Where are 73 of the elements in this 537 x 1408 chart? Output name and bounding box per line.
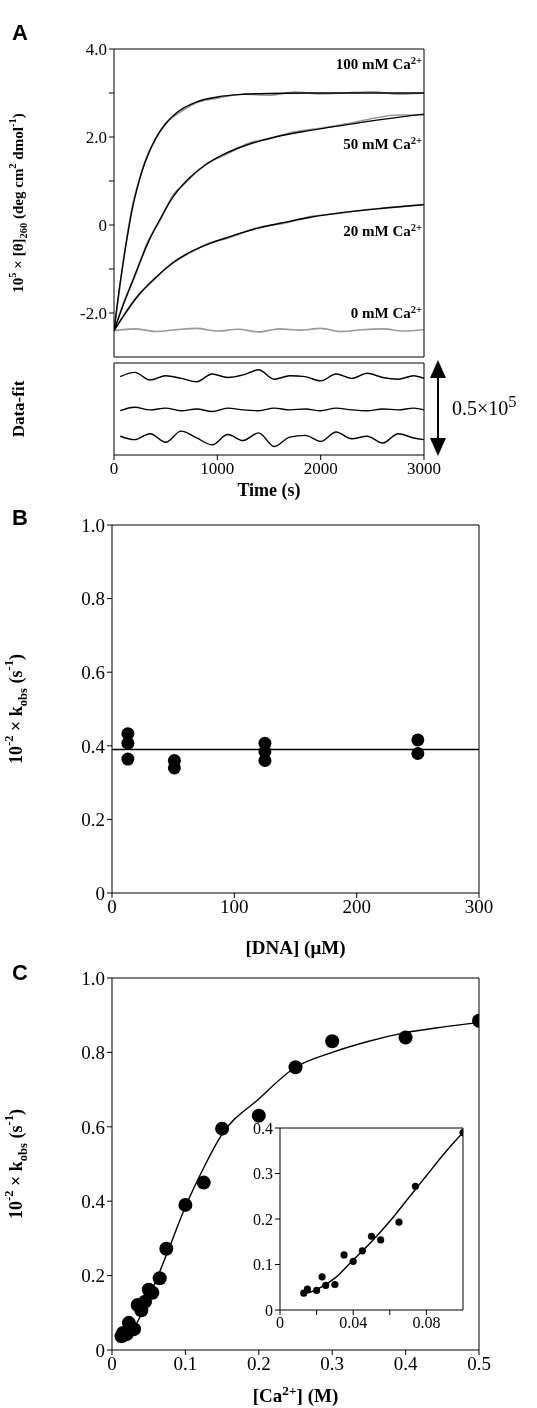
x-axis-title: [Ca$^{2+}$] (M) (252, 1382, 339, 1407)
point (196, 1175, 211, 1190)
point (288, 1060, 303, 1075)
point (411, 733, 425, 747)
point (325, 1034, 340, 1049)
point (395, 1218, 403, 1226)
series-label: 50 mM Ca$^{2+}$ (343, 134, 423, 152)
x-tick-label: 100 (220, 896, 249, 918)
x-tick-label: 300 (464, 896, 494, 918)
y-tick-label: 0 (95, 1339, 105, 1361)
y-tick-label: 0.6 (81, 661, 105, 683)
point (331, 1280, 339, 1289)
chart-title: A (12, 20, 28, 46)
point (313, 1286, 321, 1295)
point (121, 752, 135, 766)
point (411, 1182, 420, 1190)
point (121, 736, 135, 750)
y-tick-label: 0 (95, 882, 105, 904)
point (411, 747, 425, 761)
point (318, 1273, 326, 1281)
y-tick-label: 2.0 (85, 128, 107, 148)
x-tick-label: 0.08 (412, 1314, 441, 1332)
y-tick-label: 0.2 (253, 1210, 273, 1228)
y-tick-label: 0.6 (81, 1116, 105, 1138)
y-tick-label: 0.3 (253, 1165, 273, 1183)
series-label: 0 mM Ca$^{2+}$ (350, 303, 423, 321)
point (138, 1294, 153, 1309)
point (152, 1271, 167, 1286)
y-tick-label: 0.2 (81, 1265, 105, 1287)
point (251, 1108, 266, 1123)
point (377, 1236, 385, 1244)
y-tick-label: 1.0 (81, 967, 105, 989)
x-tick-label: 0.4 (393, 1353, 418, 1375)
y-tick-label: -2.0 (80, 304, 107, 324)
chart-title: C (12, 960, 28, 986)
y-tick-label: 1.0 (81, 514, 105, 536)
y-tick-label: 0.8 (81, 588, 105, 610)
point (159, 1241, 174, 1256)
y-tick-label: 0.2 (81, 809, 105, 831)
series-label: 20 mM Ca$^{2+}$ (343, 221, 423, 240)
x-tick-label: 200 (342, 896, 371, 918)
x-tick-label: 0.04 (339, 1314, 368, 1332)
x-axis-title: [DNA] (μM) (245, 937, 346, 959)
y-axis-title: Data-fit (8, 380, 28, 438)
series-label: 100 mM Ca$^{2+}$ (335, 54, 423, 72)
point (215, 1121, 230, 1136)
y-tick-label: 0.4 (81, 1190, 106, 1212)
point (322, 1281, 330, 1290)
x-tick-label: 0.1 (173, 1353, 198, 1375)
y-tick-label: 0.4 (253, 1119, 273, 1137)
point (340, 1251, 348, 1259)
point (398, 1030, 413, 1045)
y-tick-label: 0 (265, 1301, 273, 1319)
point (303, 1285, 312, 1293)
y-tick-label: 4.0 (85, 40, 107, 60)
text: 0.5×10$^{5}$ (452, 392, 517, 420)
y-tick-label: 0.4 (81, 735, 106, 757)
x-tick-label: 0 (276, 1314, 284, 1332)
x-tick-label: 0.5 (467, 1353, 491, 1375)
point (367, 1232, 376, 1240)
point (349, 1257, 357, 1265)
point (258, 754, 272, 768)
x-tick-label: 0.3 (320, 1353, 345, 1375)
y-tick-label: 0 (98, 216, 107, 236)
x-axis-title: Time (s) (237, 480, 301, 501)
point (358, 1247, 366, 1255)
y-tick-label: 0.1 (253, 1256, 273, 1274)
x-tick-label: 2000 (303, 459, 338, 479)
x-tick-label: 3000 (407, 459, 441, 479)
point (178, 1197, 193, 1212)
y-tick-label: 0.8 (81, 1042, 105, 1064)
x-tick-label: 1000 (200, 459, 235, 479)
chart-title: B (12, 505, 28, 531)
